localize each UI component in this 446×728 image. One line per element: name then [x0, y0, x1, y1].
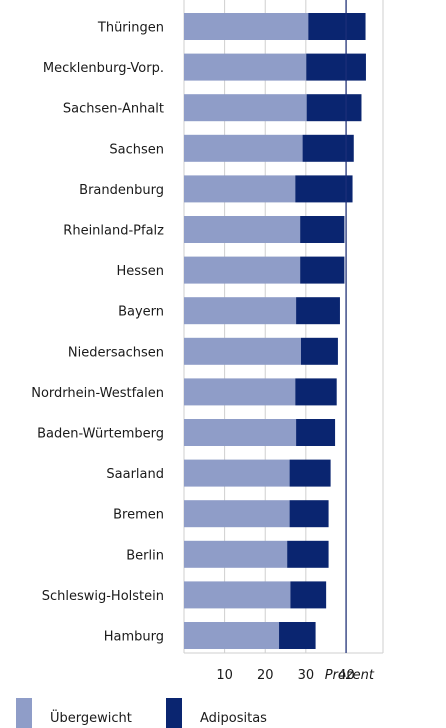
- bar-adipositas: [290, 581, 327, 609]
- bar-uebergewicht: [184, 297, 297, 325]
- category-label: Bremen: [113, 508, 164, 523]
- category-label: Hamburg: [104, 630, 164, 645]
- category-label: Niedersachsen: [68, 345, 164, 360]
- legend-label-uebergewicht: Übergewicht: [50, 711, 132, 726]
- category-label: Sachsen-Anhalt: [63, 102, 164, 117]
- x-tick-label: 10: [216, 668, 233, 683]
- stacked-bar-chart: Thüringen Mecklenburg-Vorp. Sachsen-Anhalt…: [31, 0, 384, 683]
- bar-uebergewicht: [184, 540, 288, 568]
- category-label: Bayern: [118, 305, 164, 320]
- category-label: Brandenburg: [79, 183, 164, 198]
- bar-adipositas: [296, 419, 336, 446]
- category-label: Schleswig-Holstein: [42, 589, 164, 604]
- category-labels: Thüringen Mecklenburg-Vorp. Sachsen-Anhalt…: [31, 21, 164, 645]
- bar-uebergewicht: [184, 459, 290, 487]
- x-axis-ticks: 10 20 30 40: [216, 668, 354, 683]
- legend-label-adipositas: Adipositas: [200, 711, 267, 726]
- bar-uebergewicht: [184, 500, 290, 528]
- bar-adipositas: [289, 500, 329, 528]
- bar-uebergewicht: [184, 134, 303, 162]
- legend-swatch-adipositas: [166, 698, 182, 728]
- category-label: Hessen: [116, 264, 164, 279]
- bar-adipositas: [308, 13, 366, 40]
- category-label: Mecklenburg-Vorp.: [43, 61, 164, 76]
- category-label: Berlin: [126, 548, 164, 563]
- bar-uebergewicht: [184, 581, 291, 609]
- category-label: Rheinland-Pfalz: [63, 224, 164, 239]
- x-tick-label: 20: [257, 668, 274, 683]
- bar-uebergewicht: [184, 13, 309, 40]
- bar-adipositas: [287, 540, 329, 568]
- category-label: Nordrhein-Westfalen: [31, 386, 164, 401]
- category-label: Sachsen: [109, 142, 164, 157]
- bar-uebergewicht: [184, 378, 296, 406]
- bar-adipositas: [296, 297, 340, 325]
- bar-uebergewicht: [184, 622, 280, 649]
- bar-uebergewicht: [184, 256, 301, 284]
- bar-uebergewicht: [184, 175, 296, 203]
- legend: Übergewicht Adipositas: [16, 696, 436, 728]
- bar-adipositas: [295, 175, 353, 203]
- bar-adipositas: [295, 378, 337, 406]
- x-axis-unit-label: Prozent: [325, 668, 375, 683]
- x-tick-label: 40: [338, 668, 355, 683]
- legend-swatch-uebergewicht: [16, 698, 32, 728]
- bar-adipositas: [302, 134, 354, 162]
- category-label: Thüringen: [97, 21, 164, 36]
- bar-adipositas: [306, 94, 362, 122]
- bar-adipositas: [300, 256, 345, 284]
- category-label: Baden-Würtemberg: [37, 427, 164, 442]
- bars: [184, 13, 366, 649]
- bar-uebergewicht: [184, 337, 301, 365]
- bar-uebergewicht: [184, 53, 307, 81]
- bar-uebergewicht: [184, 419, 297, 446]
- x-tick-label: 30: [298, 668, 315, 683]
- category-label: Saarland: [106, 467, 164, 482]
- bar-adipositas: [289, 459, 331, 487]
- bar-uebergewicht: [184, 216, 301, 243]
- bar-adipositas: [300, 337, 338, 365]
- bar-adipositas: [300, 216, 345, 243]
- bar-uebergewicht: [184, 94, 307, 122]
- bar-adipositas: [306, 53, 366, 81]
- bar-adipositas: [279, 622, 316, 649]
